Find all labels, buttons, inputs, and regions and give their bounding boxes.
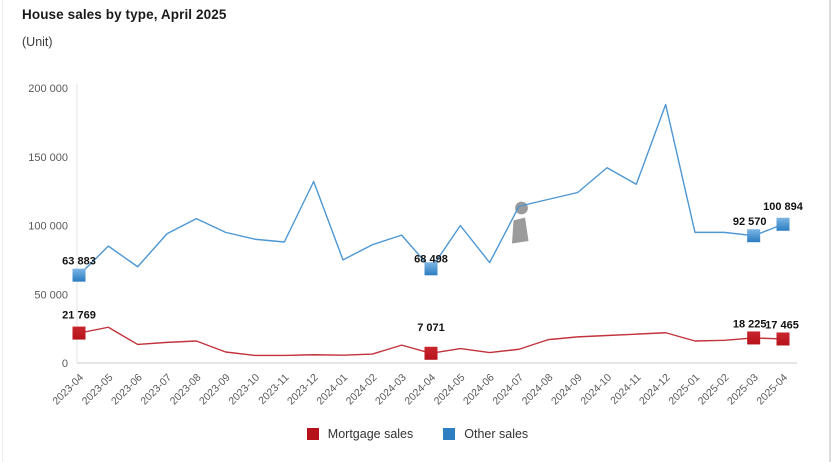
x-axis-tick-label: 2024-07 — [490, 372, 526, 408]
x-axis-tick-label: 2024-03 — [373, 372, 409, 408]
data-label-other-sales-2023-04: 63 883 — [62, 256, 96, 268]
x-axis-tick-label: 2023-09 — [197, 372, 233, 408]
legend-item-other-sales[interactable]: Other sales — [443, 427, 528, 441]
legend-label: Other sales — [464, 427, 529, 441]
y-axis-tick-label: 50 000 — [34, 289, 68, 301]
data-label-other-sales-2025-04: 100 894 — [763, 201, 804, 213]
data-label-mortgage-sales-2025-04: 17 465 — [765, 319, 799, 331]
unit-label: (Unit) — [22, 35, 53, 49]
x-axis-tick-label: 2023-10 — [226, 372, 262, 408]
y-axis-tick-label: 150 000 — [28, 152, 68, 164]
x-axis-tick-label: 2024-04 — [402, 372, 438, 408]
mortgage-sales-swatch-icon — [306, 428, 319, 440]
x-axis-tick-label: 2024-02 — [344, 372, 380, 408]
chart-legend: Mortgage sales Other sales — [0, 427, 835, 441]
data-label-other-sales-2024-04: 68 498 — [414, 253, 448, 265]
x-axis-tick-label: 2024-10 — [578, 372, 614, 408]
x-axis-tick-label: 2024-11 — [608, 372, 643, 407]
x-axis-tick-label: 2023-08 — [168, 372, 204, 408]
marker-mortgage-sales-2024-04[interactable] — [424, 346, 438, 360]
marker-other-sales-2025-03[interactable] — [747, 229, 761, 243]
x-axis-tick-label: 2024-08 — [520, 372, 556, 408]
marker-mortgage-sales-2023-04[interactable] — [72, 326, 86, 340]
marker-mortgage-sales-2025-04[interactable] — [776, 332, 790, 346]
x-axis-tick-label: 2025-03 — [725, 372, 761, 408]
x-axis-tick-label: 2023-11 — [256, 372, 291, 407]
marker-other-sales-2023-04[interactable] — [72, 268, 86, 282]
info-icon[interactable] — [512, 201, 529, 244]
x-axis-tick-label: 2025-01 — [666, 372, 702, 408]
data-label-mortgage-sales-2025-03: 18 225 — [733, 318, 767, 330]
x-axis-tick-label: 2024-06 — [461, 372, 497, 408]
marker-other-sales-2025-04[interactable] — [776, 217, 790, 231]
data-label-other-sales-2025-03: 92 570 — [733, 216, 767, 228]
x-axis-tick-label: 2023-04 — [50, 372, 86, 408]
page-title: House sales by type, April 2025 — [22, 7, 227, 22]
marker-other-sales-2024-04[interactable] — [424, 262, 438, 276]
series-line-other-sales — [78, 103, 784, 276]
x-axis-tick-label: 2023-07 — [138, 372, 174, 408]
data-label-mortgage-sales-2024-04: 7 071 — [417, 322, 445, 334]
x-axis-tick-label: 2023-05 — [80, 372, 116, 408]
right-panel-border — [829, 0, 831, 462]
x-axis-tick-label: 2023-12 — [285, 372, 321, 408]
legend-label: Mortgage sales — [327, 427, 414, 441]
y-axis-tick-label: 200 000 — [28, 83, 68, 95]
y-axis-tick-label: 100 000 — [28, 221, 68, 233]
x-axis-tick-label: 2025-02 — [696, 372, 732, 408]
x-axis-tick-label: 2023-06 — [109, 372, 145, 408]
x-axis-tick-label: 2024-09 — [549, 372, 585, 408]
data-label-mortgage-sales-2023-04: 21 769 — [62, 310, 96, 322]
legend-item-mortgage-sales[interactable]: Mortgage sales — [306, 427, 414, 441]
other-sales-swatch-icon — [443, 428, 456, 440]
x-axis-tick-label: 2024-05 — [432, 372, 468, 408]
x-axis-tick-label: 2025-04 — [754, 372, 790, 408]
x-axis-tick-label: 2024-01 — [314, 372, 350, 408]
left-panel-border — [2, 0, 3, 462]
x-axis-tick-label: 2024-12 — [637, 372, 673, 408]
y-axis-tick-label: 0 — [62, 358, 68, 370]
marker-mortgage-sales-2025-03[interactable] — [747, 331, 761, 345]
